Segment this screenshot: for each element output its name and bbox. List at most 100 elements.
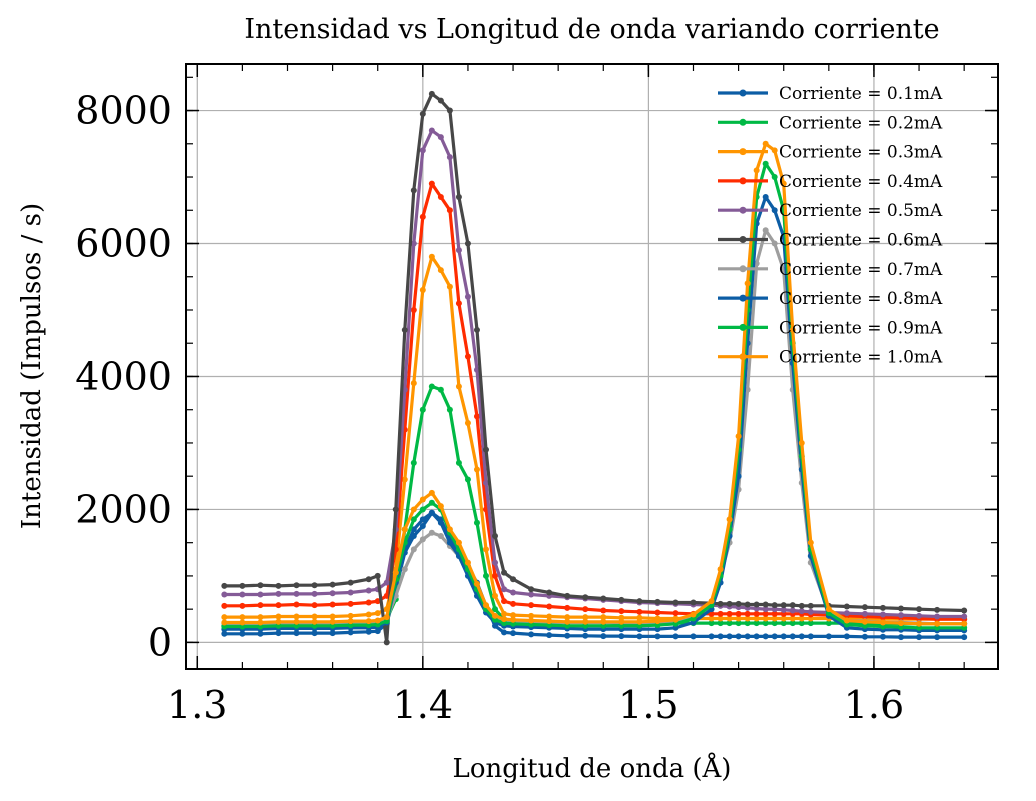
data-point bbox=[735, 633, 742, 640]
data-point bbox=[437, 386, 444, 393]
x-tick-label: 1.5 bbox=[618, 683, 678, 727]
data-point bbox=[275, 582, 282, 589]
data-point bbox=[482, 602, 489, 609]
data-point bbox=[744, 615, 751, 622]
data-point bbox=[708, 633, 715, 640]
data-point bbox=[934, 613, 941, 620]
data-point bbox=[735, 610, 742, 617]
legend-label: Corriente = 0.8mA bbox=[779, 289, 943, 309]
data-point bbox=[564, 618, 571, 625]
data-point bbox=[654, 618, 661, 625]
data-point bbox=[672, 610, 679, 617]
legend-entry: Corriente = 0.4mA bbox=[718, 172, 943, 192]
data-point bbox=[898, 605, 905, 612]
data-point bbox=[546, 603, 553, 610]
axes-frame bbox=[185, 63, 999, 670]
x-tick-label: 1.6 bbox=[844, 683, 904, 727]
data-point bbox=[843, 633, 850, 640]
data-point bbox=[311, 602, 318, 609]
data-point bbox=[546, 589, 553, 596]
data-point bbox=[437, 267, 444, 274]
data-point bbox=[618, 633, 625, 640]
data-point bbox=[690, 599, 697, 606]
data-point bbox=[410, 306, 417, 313]
data-point bbox=[762, 601, 769, 608]
legend-marker bbox=[739, 236, 747, 243]
data-point bbox=[717, 620, 724, 627]
data-point bbox=[879, 633, 886, 640]
data-point bbox=[428, 529, 435, 536]
data-point bbox=[600, 614, 607, 621]
data-point bbox=[600, 618, 607, 625]
data-point bbox=[464, 476, 471, 483]
y-tick-label: 4000 bbox=[75, 354, 172, 398]
data-point bbox=[898, 620, 905, 627]
data-point bbox=[807, 608, 814, 615]
data-point bbox=[916, 634, 923, 641]
data-point bbox=[482, 546, 489, 553]
data-point bbox=[861, 633, 868, 640]
data-point bbox=[455, 383, 462, 390]
data-point bbox=[861, 610, 868, 617]
data-point bbox=[735, 433, 742, 440]
data-point bbox=[789, 326, 796, 333]
data-point bbox=[365, 611, 372, 618]
data-point bbox=[528, 617, 535, 624]
data-point bbox=[762, 193, 769, 200]
data-point bbox=[428, 509, 435, 516]
data-point bbox=[482, 446, 489, 453]
data-point bbox=[311, 582, 318, 589]
series-7 bbox=[221, 227, 968, 627]
legend-entry: Corriente = 0.3mA bbox=[718, 143, 943, 163]
data-point bbox=[221, 614, 228, 621]
data-point bbox=[771, 615, 778, 622]
data-point bbox=[311, 613, 318, 620]
data-point bbox=[916, 620, 923, 627]
data-point bbox=[419, 110, 426, 117]
data-point bbox=[771, 633, 778, 640]
data-point bbox=[898, 612, 905, 619]
data-point bbox=[744, 620, 751, 627]
data-point bbox=[717, 566, 724, 573]
data-point bbox=[473, 413, 480, 420]
data-point bbox=[347, 629, 354, 636]
data-point bbox=[293, 590, 300, 597]
data-point bbox=[798, 608, 805, 615]
data-point bbox=[428, 499, 435, 506]
data-point bbox=[861, 604, 868, 611]
data-point bbox=[365, 599, 372, 606]
data-point bbox=[798, 439, 805, 446]
data-point bbox=[961, 607, 968, 614]
data-point bbox=[726, 600, 733, 607]
data-point bbox=[401, 526, 408, 533]
data-point bbox=[762, 615, 769, 622]
data-point bbox=[329, 581, 336, 588]
data-point bbox=[843, 610, 850, 617]
y-tick-label: 6000 bbox=[75, 222, 172, 266]
x-tick-label: 1.4 bbox=[393, 683, 453, 727]
data-point bbox=[365, 587, 372, 594]
data-point bbox=[455, 193, 462, 200]
data-point bbox=[383, 614, 390, 621]
data-point bbox=[843, 617, 850, 624]
data-point bbox=[771, 147, 778, 154]
data-point bbox=[843, 603, 850, 610]
data-point bbox=[410, 459, 417, 466]
data-point bbox=[762, 140, 769, 147]
data-point bbox=[374, 617, 381, 624]
data-point bbox=[618, 618, 625, 625]
data-point bbox=[546, 613, 553, 620]
data-point bbox=[293, 630, 300, 637]
legend-label: Corriente = 0.9mA bbox=[779, 318, 943, 338]
data-point bbox=[410, 187, 417, 194]
data-point bbox=[221, 602, 228, 609]
data-point bbox=[275, 630, 282, 637]
data-point bbox=[419, 516, 426, 523]
data-point bbox=[329, 590, 336, 597]
data-point bbox=[600, 607, 607, 614]
data-point bbox=[347, 618, 354, 625]
data-point bbox=[771, 174, 778, 181]
data-point bbox=[428, 383, 435, 390]
data-point bbox=[257, 582, 264, 589]
data-point bbox=[510, 630, 517, 637]
